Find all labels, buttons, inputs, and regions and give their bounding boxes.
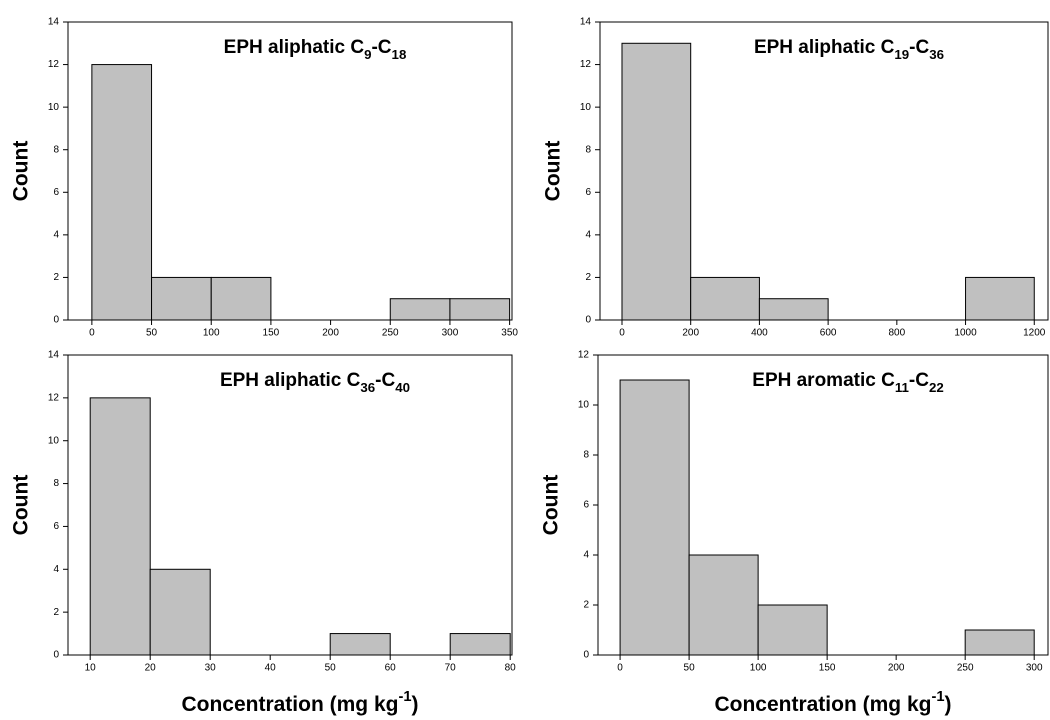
bar: [389, 298, 451, 321]
y-tick-label: 8: [53, 478, 59, 489]
x-tick-label: 10: [85, 663, 97, 674]
y-tick-label: 10: [48, 435, 60, 446]
y-axis-label: Count: [542, 141, 565, 202]
x-tick-label: 300: [442, 328, 459, 339]
bar: [449, 633, 511, 656]
y-tick-label: 6: [583, 500, 589, 511]
y-tick-label: 0: [585, 315, 591, 326]
x-tick-label: 70: [445, 663, 457, 674]
x-tick-label: 100: [750, 663, 767, 674]
bar: [964, 629, 1035, 656]
y-tick-label: 10: [48, 102, 60, 113]
y-tick-label: 8: [53, 144, 59, 155]
x-axis-label: Concentration (mg kg-1): [714, 689, 951, 716]
x-tick-label: 150: [819, 663, 836, 674]
bar: [449, 298, 511, 321]
x-axis-label: Concentration (mg kg-1): [181, 689, 418, 716]
bar: [149, 568, 211, 656]
y-axis-label: Count: [540, 475, 563, 536]
bar: [210, 276, 272, 321]
x-tick-label: 300: [1026, 663, 1043, 674]
x-tick-label: 0: [89, 328, 95, 339]
y-tick-label: 0: [53, 315, 59, 326]
y-tick-label: 8: [585, 144, 591, 155]
y-axis-label: Count: [10, 475, 33, 536]
bar: [91, 64, 153, 321]
x-tick-label: 200: [322, 328, 339, 339]
x-tick-label: 50: [325, 663, 337, 674]
y-tick-label: 12: [580, 59, 592, 70]
y-tick-label: 10: [578, 400, 590, 411]
bar: [619, 379, 690, 656]
bar: [89, 397, 151, 656]
bar: [621, 42, 692, 321]
x-tick-label: 40: [265, 663, 277, 674]
y-tick-label: 12: [48, 59, 60, 70]
y-tick-label: 4: [583, 550, 589, 561]
bar: [688, 554, 759, 656]
x-tick-label: 400: [751, 328, 768, 339]
y-tick-label: 6: [53, 521, 59, 532]
bar: [151, 276, 212, 321]
y-tick-label: 0: [53, 650, 59, 661]
y-tick-label: 10: [580, 102, 592, 113]
bar: [329, 633, 391, 656]
panel-title: EPH aliphatic C36-C40: [220, 370, 410, 395]
plot-frame: [599, 21, 1049, 321]
bar: [965, 276, 1035, 321]
x-tick-label: 100: [203, 328, 220, 339]
y-tick-label: 14: [48, 17, 60, 28]
x-tick-label: 0: [617, 663, 623, 674]
x-tick-label: 80: [505, 663, 517, 674]
y-tick-label: 14: [48, 350, 60, 361]
y-tick-label: 6: [53, 187, 59, 198]
x-tick-label: 600: [820, 328, 837, 339]
x-tick-label: 1000: [954, 328, 977, 339]
x-tick-label: 350: [501, 328, 518, 339]
x-tick-label: 60: [385, 663, 397, 674]
y-tick-label: 12: [578, 350, 590, 361]
bar: [690, 276, 760, 321]
plot-frame: [67, 354, 513, 656]
y-axis-label: Count: [10, 141, 33, 202]
panel-title: EPH aromatic C11-C22: [752, 370, 943, 395]
x-tick-label: 0: [619, 328, 625, 339]
y-tick-label: 6: [585, 187, 591, 198]
bar: [757, 604, 828, 656]
x-tick-label: 200: [682, 328, 699, 339]
panel-title: EPH aliphatic C19-C36: [754, 37, 944, 62]
x-tick-label: 50: [146, 328, 158, 339]
y-tick-label: 4: [585, 229, 591, 240]
y-tick-label: 14: [580, 17, 592, 28]
y-tick-label: 12: [48, 392, 60, 403]
x-tick-label: 20: [145, 663, 157, 674]
x-tick-label: 800: [888, 328, 905, 339]
x-tick-label: 30: [205, 663, 217, 674]
y-tick-label: 2: [583, 600, 589, 611]
x-tick-label: 50: [684, 663, 696, 674]
y-tick-label: 4: [53, 229, 59, 240]
x-tick-label: 1200: [1023, 328, 1046, 339]
plot-frame: [67, 21, 513, 321]
x-tick-label: 150: [263, 328, 280, 339]
x-tick-label: 250: [382, 328, 399, 339]
bar: [758, 298, 829, 321]
x-tick-label: 250: [957, 663, 974, 674]
x-tick-label: 200: [888, 663, 905, 674]
y-tick-label: 8: [583, 450, 589, 461]
y-tick-label: 2: [53, 272, 59, 283]
y-tick-label: 0: [583, 650, 589, 661]
y-tick-label: 2: [585, 272, 591, 283]
y-tick-label: 2: [53, 607, 59, 618]
y-tick-label: 4: [53, 564, 59, 575]
panel-title: EPH aliphatic C9-C18: [224, 37, 407, 62]
